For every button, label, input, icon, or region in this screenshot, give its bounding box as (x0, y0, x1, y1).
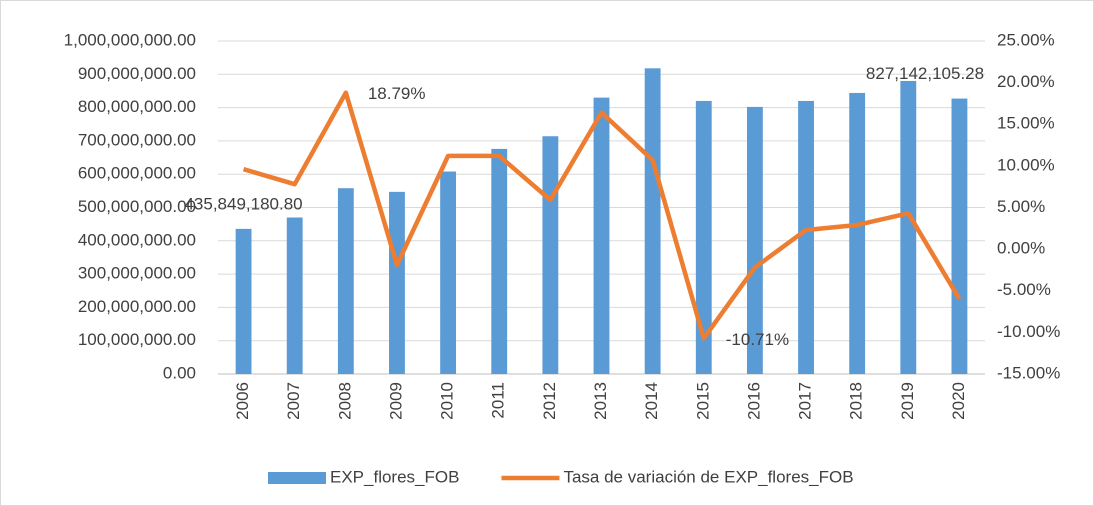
y-tick-label: 300,000,000.00 (78, 264, 196, 283)
x-tick-label: 2020 (949, 382, 968, 420)
x-tick-label: 2009 (386, 382, 405, 420)
bar (286, 217, 303, 374)
x-tick-label: 2011 (489, 382, 508, 419)
data-label: 435,849,180.80 (184, 194, 302, 213)
y-tick-label: 900,000,000.00 (78, 64, 196, 83)
bar (235, 228, 252, 374)
legend-swatch (268, 472, 326, 484)
x-tick-label: 2019 (898, 382, 917, 420)
y-tick-label: 400,000,000.00 (78, 230, 196, 249)
x-tick-label: 2017 (796, 382, 815, 420)
bar (440, 171, 457, 374)
y-tick-label: 800,000,000.00 (78, 97, 196, 116)
data-label: -10.71% (726, 330, 789, 349)
bar (695, 100, 712, 374)
x-tick-label: 2008 (335, 382, 354, 420)
data-label: 18.79% (368, 84, 426, 103)
bar (849, 92, 866, 374)
y2-tick-label: 5.00% (997, 197, 1045, 216)
x-tick-label: 2016 (744, 382, 763, 420)
y2-tick-label: 25.00% (997, 30, 1055, 49)
x-tick-label: 2018 (847, 382, 866, 420)
x-tick-label: 2013 (591, 382, 610, 420)
bar (491, 148, 508, 374)
bar (337, 188, 354, 374)
x-tick-label: 2007 (284, 382, 303, 420)
bar (798, 100, 814, 374)
bar (746, 106, 763, 375)
y2-tick-label: -15.00% (997, 363, 1060, 382)
y-tick-label: 500,000,000.00 (78, 197, 196, 216)
x-tick-label: 2010 (438, 382, 457, 420)
bar (951, 98, 968, 374)
y2-tick-label: -5.00% (997, 280, 1051, 299)
line (242, 90, 962, 341)
legend-label: EXP_flores_FOB (330, 467, 459, 486)
bar (542, 136, 559, 374)
bar (389, 191, 405, 374)
data-label: 827,142,105.28 (866, 64, 984, 83)
y-tick-label: 700,000,000.00 (78, 130, 196, 149)
bar (900, 80, 917, 375)
legend-label: Tasa de variación de EXP_flores_FOB (563, 467, 853, 486)
x-tick-label: 2014 (642, 382, 661, 420)
y2-tick-label: 10.00% (997, 155, 1055, 174)
y2-tick-label: 20.00% (997, 72, 1055, 91)
x-tick-label: 2015 (693, 382, 712, 420)
bar (644, 68, 661, 374)
y-tick-label: 100,000,000.00 (78, 330, 196, 349)
y-tick-label: 1,000,000,000.00 (64, 30, 196, 49)
bar (593, 97, 610, 375)
y-tick-label: 0.00 (163, 363, 196, 382)
y2-tick-label: 15.00% (997, 114, 1055, 133)
y2-tick-label: -10.00% (997, 322, 1060, 341)
y-tick-label: 600,000,000.00 (78, 164, 196, 183)
y2-tick-label: 0.00% (997, 239, 1045, 258)
x-tick-label: 2006 (233, 382, 252, 420)
y-tick-label: 200,000,000.00 (78, 297, 196, 316)
x-tick-label: 2012 (540, 382, 559, 420)
